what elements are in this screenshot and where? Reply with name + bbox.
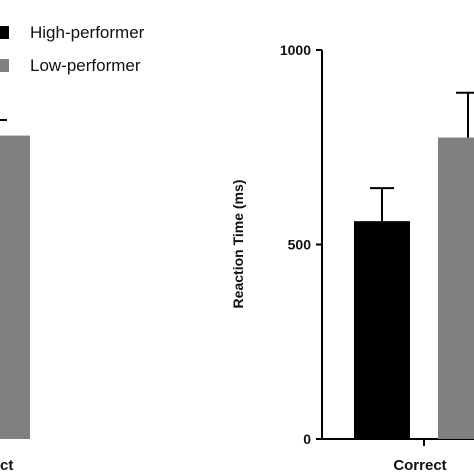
right-panel: Reaction Time (ms) Correct 0 500 1000 — [230, 42, 474, 474]
left-category-label: ct — [0, 457, 13, 474]
left-panel: ct — [0, 119, 30, 474]
legend-label-high: High-performer — [30, 23, 145, 42]
legend-swatch-low — [0, 59, 9, 72]
legend-swatch-high — [0, 26, 9, 39]
y-tick-label-2: 1000 — [280, 42, 311, 58]
legend-label-low: Low-performer — [30, 56, 141, 75]
right-category-label: Correct — [393, 457, 446, 474]
bar-right-low — [438, 137, 474, 439]
y-axis-title: Reaction Time (ms) — [230, 180, 246, 309]
bar-left-low — [0, 135, 30, 439]
legend: High-performer Low-performer — [0, 23, 145, 75]
y-tick-label-1: 500 — [288, 237, 312, 253]
bar-right-high — [354, 221, 410, 439]
y-tick-label-0: 0 — [303, 431, 311, 447]
